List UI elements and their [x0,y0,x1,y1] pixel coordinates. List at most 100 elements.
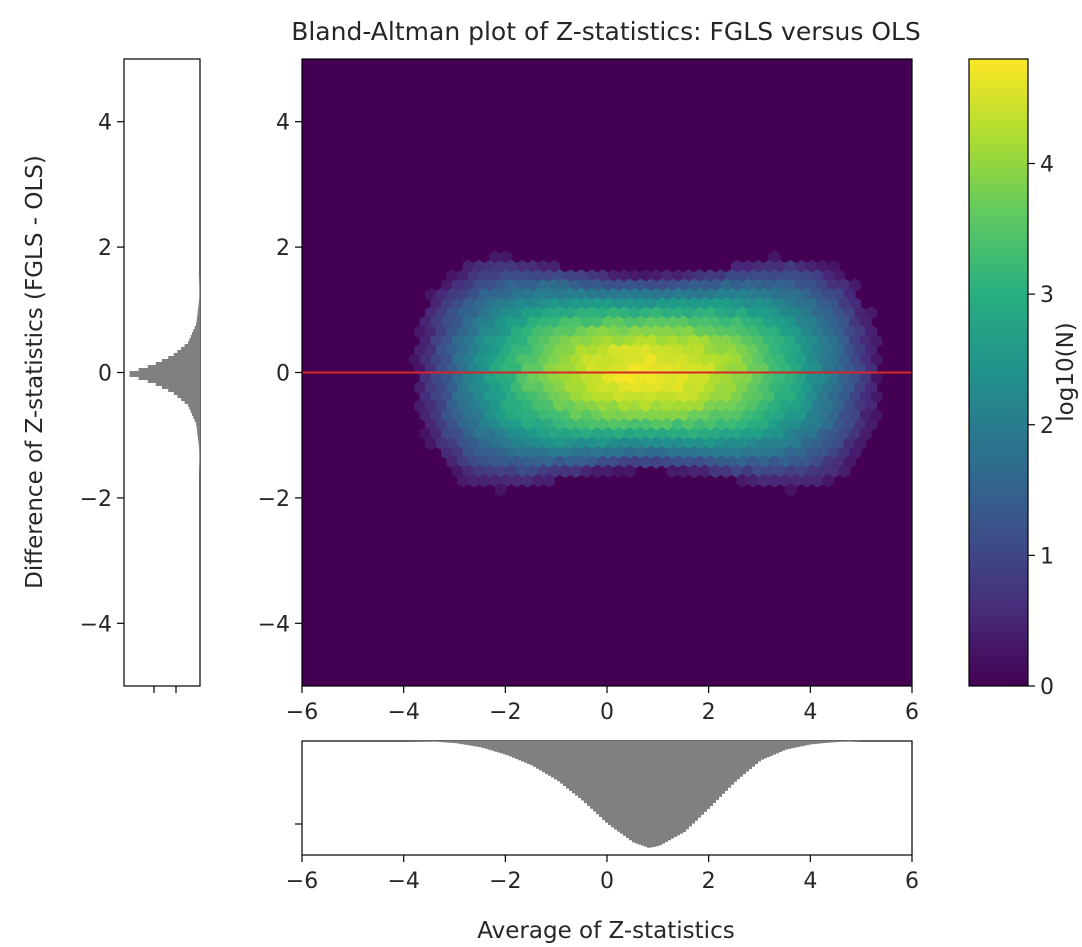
hexbin-cell [564,436,577,451]
hexbin-cell [569,278,582,293]
hexbin-cell [806,259,818,274]
hexbin-cell [527,427,539,441]
hexbin-cell [650,306,663,320]
hexbin-cell [623,352,636,367]
hexbin-cell [564,269,577,283]
hexbin-cell [800,455,813,469]
hexbin-cell [704,399,716,413]
hexbin-cell [693,269,706,283]
hexbin-cell [532,473,545,488]
hexbin-cell [602,278,614,293]
hexbin-cell [779,436,792,451]
hexbin-cell [650,399,663,413]
hexbin-cell [725,455,738,469]
hexbin-cell [816,315,829,330]
hexbin-cell [693,380,706,395]
hexbin-cell [827,371,840,386]
hexbin-cell [650,269,663,283]
hexbin-cell [521,380,534,395]
hexbin-cell [457,325,469,339]
hexbin-cell [811,455,824,469]
hexbin-cell [795,408,808,423]
hexbin-cell [736,399,749,413]
hexbin-cell [666,352,679,367]
hexbin-cell [688,390,700,404]
hexbin-cell [849,278,861,293]
hexbin-cell [661,325,673,339]
hexbin-cell [618,436,631,451]
hexbin-cell [741,408,754,423]
hexbin-cell [709,390,722,404]
hexbin-cell [672,306,684,320]
hexbin-cell [677,297,690,311]
hexbin-cell [548,259,561,274]
hexbin-cell [602,371,614,386]
hexbin-cell [779,473,792,488]
hexbin-cell [430,297,443,311]
hexbin-cell [553,343,566,358]
hexbin-cell [827,445,840,460]
hexbin-cell [591,315,604,330]
hexbin-cell [543,418,555,432]
hexbin-cell [666,390,679,404]
hexbin-cell [494,445,507,460]
hexbin-cell [714,455,727,469]
hexbin-cell [564,399,577,413]
hexbin-cell [655,315,668,330]
hexbin-cell [720,315,733,330]
colorbar-tick-label: 4 [1040,153,1054,178]
hexbin-cell [591,427,604,441]
hexbin-cell [854,380,867,395]
hexbin-cell [720,445,733,460]
hexbin-cell [457,418,469,432]
main-x-tick-label: 2 [702,700,716,725]
hexbin-cell [731,334,743,348]
hexbin-cell [623,445,636,460]
hexbin-cell [870,408,883,423]
hexbin-cell [607,343,620,358]
hexbin-cell [473,259,486,274]
hexbin-cell [596,306,609,320]
hexbin-cell [720,371,733,386]
hexbin-cell [757,455,770,469]
hexbin-cell [790,418,802,432]
hexbin-cell [682,343,695,358]
hexbin-cell [677,315,690,330]
hexbin-cell [731,278,743,293]
hexbin-cell [816,390,829,404]
hexbin-cell [521,306,534,320]
hexbin-cell [478,325,491,339]
hexbin-cell [833,287,845,302]
hexbin-cell [672,380,684,395]
hexbin-cell [779,343,792,358]
hexbin-cell [784,352,797,367]
hexbin-cell [795,427,808,441]
hexbin-cell [484,259,496,274]
hexbin-cell [596,418,609,432]
hexbin-cell [779,306,792,320]
hexbin-cell [822,455,835,469]
hexbin-cell [693,343,706,358]
difference-histogram-y-tick-label: 0 [98,362,112,387]
hexbin-cell [645,371,657,386]
hexbin-cell [779,455,792,469]
hexbin-cell [752,297,765,311]
colorbar-ticks: 0 1 2 3 4 [1028,153,1054,700]
hexbin-cell [618,380,631,395]
hexbin-cell [677,278,690,293]
hexbin-cell [489,455,502,469]
hexbin-cell [747,436,759,451]
hexbin-cell [634,334,647,348]
hexbin-cell [859,408,872,423]
hexbin-cell [693,399,706,413]
hexbin-cell [548,408,561,423]
hexbin-cell [666,445,679,460]
hexbin-cell [741,334,754,348]
hexbin-cell [634,315,647,330]
hexbin-cell [779,287,792,302]
average-histogram-x-tick-label: −4 [387,869,419,894]
hexbin-cell [806,464,818,479]
hexbin-cell [672,399,684,413]
hexbin-cell [731,445,743,460]
hexbin-cell [688,427,700,441]
